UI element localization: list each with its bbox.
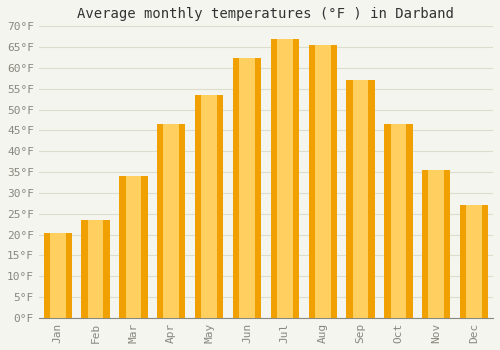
Bar — [44, 232, 72, 318]
Bar — [277, 39, 292, 318]
Bar — [466, 205, 482, 318]
Bar — [353, 80, 368, 318]
Bar — [422, 170, 450, 318]
Bar — [239, 57, 255, 318]
Bar — [428, 170, 444, 318]
Bar — [270, 39, 299, 318]
Title: Average monthly temperatures (°F ) in Darband: Average monthly temperatures (°F ) in Da… — [78, 7, 454, 21]
Bar — [390, 124, 406, 318]
Bar — [126, 176, 141, 318]
Bar — [195, 95, 224, 318]
Bar — [346, 80, 375, 318]
Bar — [384, 124, 412, 318]
Bar — [460, 205, 488, 318]
Bar — [157, 124, 186, 318]
Bar — [50, 232, 66, 318]
Bar — [88, 220, 104, 318]
Bar — [164, 124, 179, 318]
Bar — [233, 57, 261, 318]
Bar — [202, 95, 217, 318]
Bar — [82, 220, 110, 318]
Bar — [315, 45, 330, 318]
Bar — [119, 176, 148, 318]
Bar — [308, 45, 337, 318]
